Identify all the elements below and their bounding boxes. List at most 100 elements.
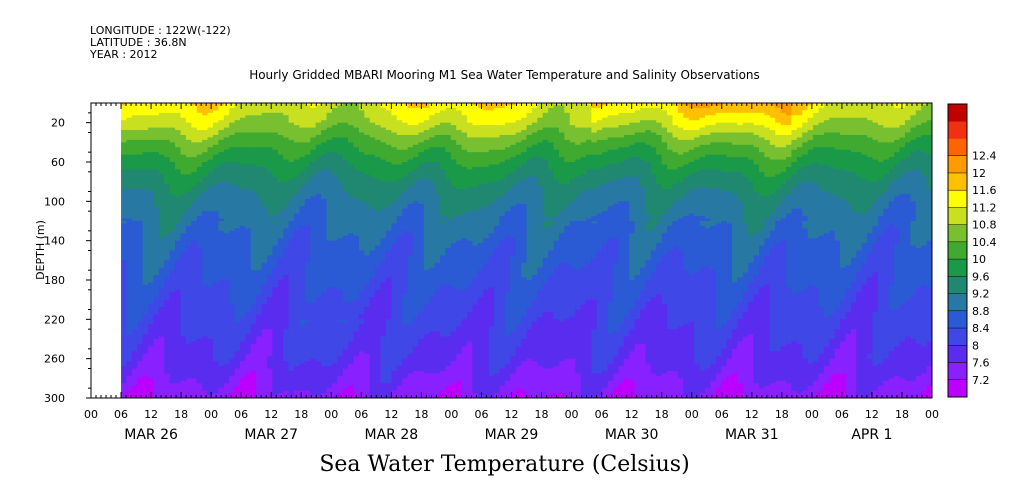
temperature-cell [618,147,625,163]
temperature-cell [742,223,749,274]
temperature-cell [618,201,625,325]
temperature-cell [510,356,517,375]
temperature-cell [142,353,149,377]
temperature-cell [142,152,149,170]
temperature-cell [845,149,852,173]
temperature-cell [272,132,279,151]
temperature-cell [234,385,241,398]
temperature-cell [758,103,765,114]
temperature-cell [786,134,793,146]
temperature-cell [299,390,306,398]
temperature-cell [180,380,187,398]
temperature-cell [910,339,917,382]
year-label: YEAR : 2012 [90,48,158,61]
temperature-cell [607,380,614,397]
temperature-cell [358,110,365,134]
temperature-cell [894,309,901,347]
temperature-cell [499,107,506,126]
temperature-cell [391,243,398,372]
temperature-cell [434,103,441,114]
temperature-cell [731,157,738,173]
temperature-cell [861,154,868,180]
temperature-cell [818,122,825,136]
colorbar-tick-label: 10.8 [972,219,997,232]
temperature-cell [158,127,165,141]
temperature-cell [164,260,171,279]
temperature-cell [337,122,344,139]
temperature-cell [267,147,274,173]
temperature-cell [867,103,874,121]
temperature-cell [158,267,165,288]
temperature-cell [310,302,317,360]
temperature-cell [515,181,522,205]
temperature-cell [250,191,257,271]
temperature-cell [802,358,809,392]
temperature-cell [715,189,722,225]
temperature-cell [515,120,522,134]
temperature-cell [899,107,906,126]
temperature-cell [818,235,825,308]
temperature-cell [196,248,203,340]
temperature-cell [683,216,690,271]
temperature-cell [721,122,728,134]
temperature-cell [169,112,176,129]
colorbar-band [948,310,967,329]
temperature-cell [412,169,419,183]
temperature-cell [504,211,511,237]
temperature-cell [450,331,457,362]
temperature-cell [791,189,798,210]
temperature-cell [272,223,279,247]
temperature-cell [656,134,663,156]
temperature-cell [688,139,695,151]
temperature-cell [283,103,290,116]
temperature-cell [434,112,441,126]
temperature-cell [656,154,663,185]
temperature-cell [531,107,538,124]
temperature-cell [315,171,322,195]
temperature-cell [888,142,895,158]
temperature-cell [769,105,776,119]
temperature-cell [358,132,365,153]
temperature-cell [564,225,571,264]
temperature-cell [440,169,447,217]
temperature-cell [158,238,165,269]
temperature-cell [310,162,317,178]
temperature-cell [618,112,625,126]
temperature-cell [342,319,349,323]
temperature-cell [521,164,528,180]
temperature-cell [180,233,187,254]
temperature-cell [131,103,138,116]
temperature-cell [661,127,668,143]
temperature-cell [207,287,214,340]
temperature-cell [121,105,128,121]
temperature-cell [175,289,182,384]
temperature-cell [580,174,587,193]
temperature-cell [769,383,776,398]
temperature-cell [704,115,711,126]
temperature-cell [272,245,279,269]
temperature-cell [699,134,706,146]
temperature-cell [748,132,755,146]
temperature-cell [634,157,641,178]
temperature-cell [591,329,598,375]
temperature-cell [602,103,609,107]
temperature-cell [202,211,209,286]
temperature-cell [369,208,376,252]
temperature-cell [148,191,155,284]
temperature-cell [256,147,263,168]
temperature-cell [185,191,192,210]
temperature-cell [294,390,301,398]
temperature-cell [867,277,874,355]
temperature-cell [553,319,560,367]
temperature-cell [834,329,841,350]
temperature-cell [661,213,668,234]
temperature-cell [542,139,549,161]
temperature-cell [234,103,241,121]
temperature-cell [883,174,890,193]
temperature-cell [699,107,706,119]
temperature-cell [169,292,176,384]
temperature-cell [904,120,911,134]
temperature-cell [148,304,155,325]
temperature-cell [304,321,311,362]
temperature-cell [267,132,274,148]
